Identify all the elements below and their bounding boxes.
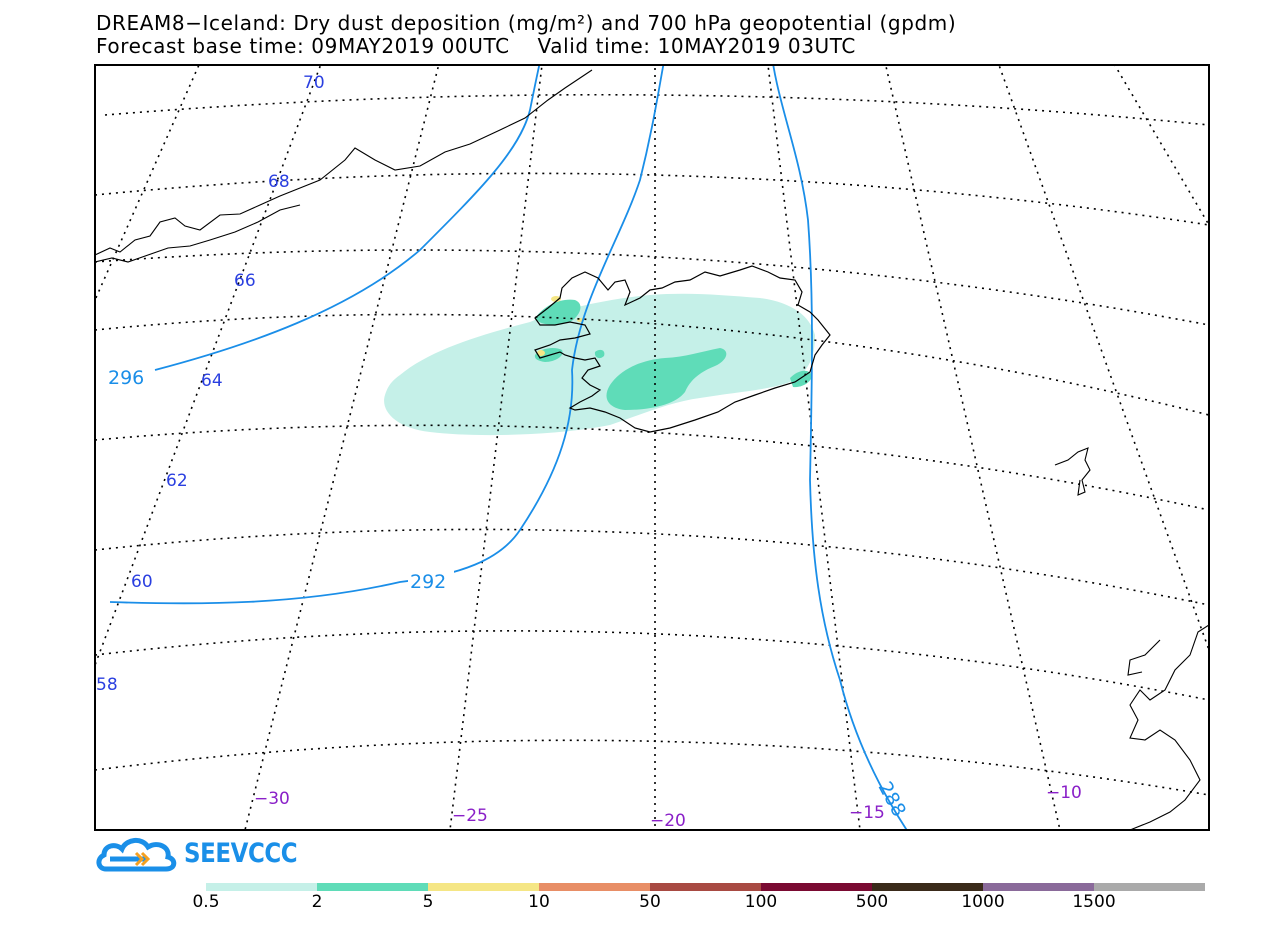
map-border [94,64,1210,831]
coastline-greenland [95,69,593,263]
legend-tick-label: 2 [311,892,323,912]
cloud-arrow-icon [96,838,177,872]
lon-label-minus10: −10 [1046,783,1082,803]
legend-color-8 [1094,883,1205,891]
legend-color-2 [428,883,539,891]
chart-title-line2: Forecast base time: 09MAY2019 00UTC Vali… [96,34,856,58]
legend-tick-label: 100 [744,892,778,912]
legend-color-4 [650,883,761,891]
legend-tick-label: 50 [639,892,661,912]
lat-label-58: 58 [96,675,118,695]
lon-label-minus25: −25 [452,806,488,826]
dust-field-medium [534,299,812,410]
legend-color-0 [206,883,317,891]
logo-text: SEEVCCC [184,837,298,869]
legend-color-3 [539,883,650,891]
latitude-labels: 70 68 66 64 62 60 58 [96,73,325,695]
legend-tick-label: 0.5 [192,892,220,912]
coastline-scotland [1127,624,1209,830]
graticule-latitudes [95,93,1209,796]
legend-tick-label: 500 [855,892,889,912]
legend-color-5 [761,883,872,891]
legend-color-7 [983,883,1094,891]
geopotential-contours [109,65,908,830]
lat-label-66: 66 [234,271,256,291]
dust-field-high [537,296,583,356]
legend-color-6 [872,883,983,891]
lat-label-64: 64 [201,371,223,391]
legend-tick-label: 1500 [1072,892,1116,912]
contour-label-296: 296 [108,367,144,389]
lon-label-minus30: −30 [254,789,290,809]
lat-label-62: 62 [166,471,188,491]
coastline-iceland [534,265,831,433]
legend-tick-label: 1000 [961,892,1005,912]
seevccc-logo: SEEVCCC [96,833,317,873]
lon-label-minus20: −20 [650,811,686,831]
legend-tick-label: 5 [422,892,434,912]
lat-label-70: 70 [303,73,325,93]
chart-title-line1: DREAM8−Iceland: Dry dust deposition (mg/… [96,11,957,35]
lon-label-minus15: −15 [849,803,885,823]
legend-color-1 [317,883,428,891]
contour-labels: 296 292 288 [106,366,910,820]
longitude-labels: −30 −25 −20 −15 −10 [254,783,1082,831]
lat-label-68: 68 [268,172,290,192]
legend-tick-label: 10 [528,892,550,912]
lat-label-60: 60 [131,572,153,592]
legend-colorbar [206,883,1205,891]
contour-label-292: 292 [410,571,446,593]
coastline-faroe [1054,447,1091,496]
graticule-longitudes [95,65,1209,830]
